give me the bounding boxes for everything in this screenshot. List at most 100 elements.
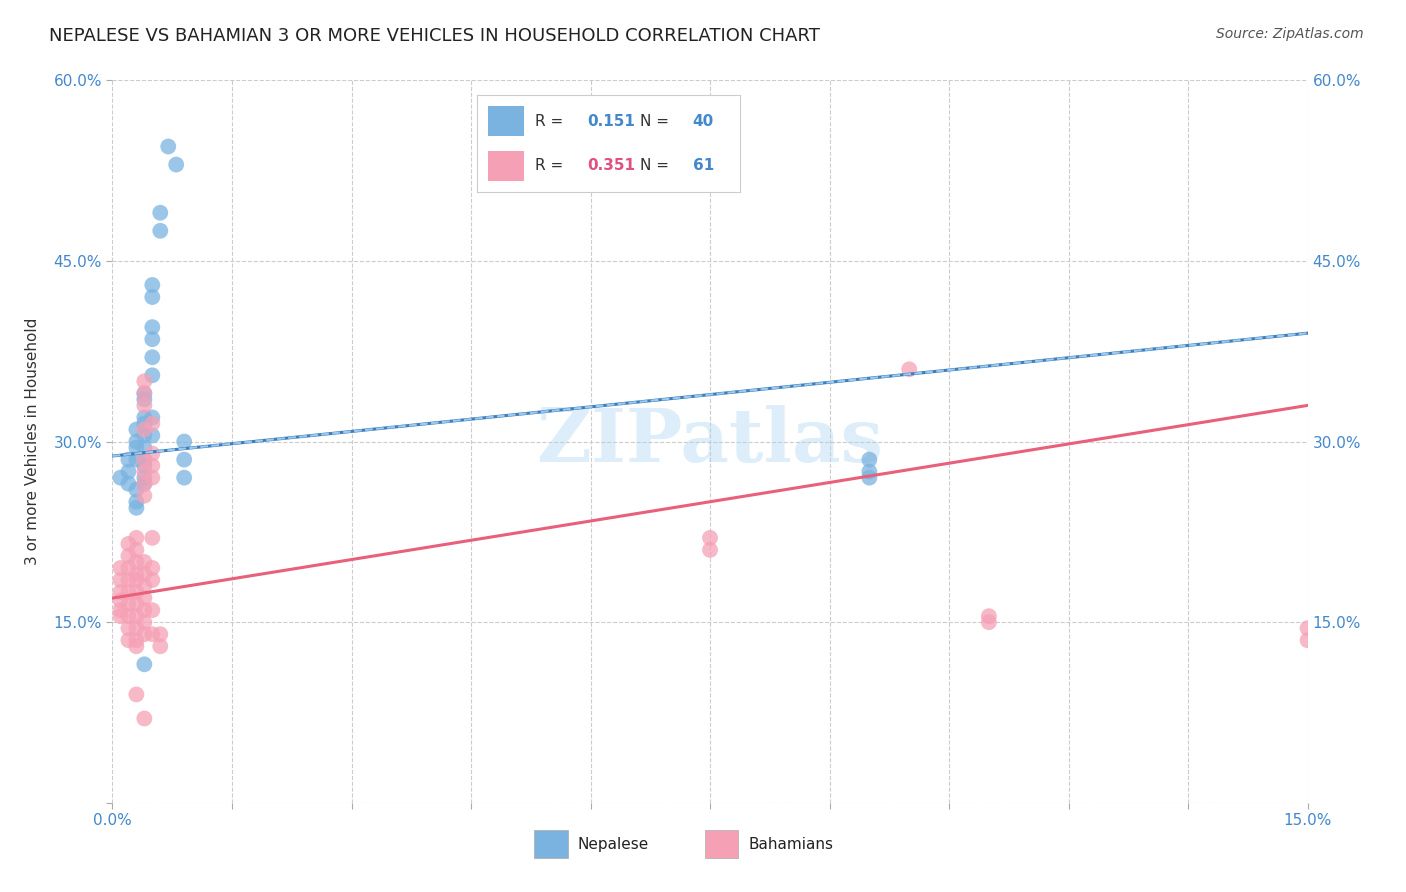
Point	[977, 615, 1000, 630]
Point	[134, 465, 156, 479]
Point	[125, 434, 148, 449]
Point	[141, 446, 163, 460]
Point	[134, 627, 156, 641]
Point	[858, 452, 880, 467]
Point	[117, 561, 139, 575]
Point	[125, 585, 148, 599]
Point	[125, 639, 148, 653]
Point	[117, 597, 139, 611]
Point	[125, 494, 148, 508]
Point	[149, 205, 172, 219]
Point	[699, 542, 721, 557]
Point	[125, 573, 148, 587]
Point	[141, 417, 163, 431]
Point	[134, 579, 156, 593]
Point	[134, 476, 156, 491]
Point	[117, 537, 139, 551]
Text: Source: ZipAtlas.com: Source: ZipAtlas.com	[1216, 27, 1364, 41]
Point	[149, 224, 172, 238]
Point	[141, 277, 163, 292]
Point	[173, 470, 195, 484]
Point	[141, 332, 163, 346]
Point	[141, 458, 163, 473]
Point	[125, 452, 148, 467]
Point	[134, 476, 156, 491]
Point	[117, 573, 139, 587]
Point	[858, 465, 880, 479]
Point	[149, 639, 172, 653]
Point	[134, 410, 156, 425]
Point	[117, 585, 139, 599]
Point	[125, 609, 148, 624]
Point	[110, 603, 132, 617]
Point	[149, 627, 172, 641]
Point	[125, 633, 148, 648]
Point	[134, 386, 156, 401]
Point	[125, 567, 148, 582]
Point	[110, 593, 132, 607]
Point	[165, 157, 187, 171]
Point	[134, 428, 156, 442]
Point	[134, 555, 156, 569]
Point	[125, 555, 148, 569]
Point	[858, 470, 880, 484]
Point	[134, 567, 156, 582]
Point	[134, 591, 156, 605]
Point	[134, 470, 156, 484]
Point	[134, 386, 156, 401]
Point	[699, 531, 721, 545]
Point	[134, 392, 156, 407]
Point	[125, 500, 148, 515]
Point	[141, 573, 163, 587]
Point	[173, 452, 195, 467]
Point	[157, 139, 180, 153]
Point	[125, 441, 148, 455]
Point	[125, 422, 148, 436]
Point	[141, 368, 163, 383]
Point	[125, 687, 148, 701]
Point	[117, 633, 139, 648]
Point	[134, 398, 156, 412]
Point	[141, 531, 163, 545]
Point	[125, 531, 148, 545]
Point	[141, 290, 163, 304]
Point	[134, 489, 156, 503]
Point	[134, 452, 156, 467]
Point	[134, 417, 156, 431]
Point	[110, 561, 132, 575]
Point	[134, 452, 156, 467]
Point	[1296, 633, 1319, 648]
Point	[134, 374, 156, 388]
Point	[141, 603, 163, 617]
Point	[141, 350, 163, 364]
Point	[134, 441, 156, 455]
Point	[134, 422, 156, 436]
Point	[125, 597, 148, 611]
Point	[125, 542, 148, 557]
Text: NEPALESE VS BAHAMIAN 3 OR MORE VEHICLES IN HOUSEHOLD CORRELATION CHART: NEPALESE VS BAHAMIAN 3 OR MORE VEHICLES …	[49, 27, 820, 45]
Point	[117, 549, 139, 563]
Point	[134, 458, 156, 473]
Point	[141, 470, 163, 484]
Point	[117, 476, 139, 491]
Point	[134, 712, 156, 726]
Point	[125, 621, 148, 635]
Point	[173, 434, 195, 449]
Point	[117, 465, 139, 479]
Point	[141, 428, 163, 442]
Point	[134, 603, 156, 617]
Point	[117, 452, 139, 467]
Point	[141, 627, 163, 641]
Point	[110, 573, 132, 587]
Point	[898, 362, 921, 376]
Point	[110, 585, 132, 599]
Point	[110, 470, 132, 484]
Point	[977, 609, 1000, 624]
Point	[117, 621, 139, 635]
Point	[1296, 621, 1319, 635]
Point	[141, 410, 163, 425]
Point	[110, 609, 132, 624]
Point	[134, 615, 156, 630]
Y-axis label: 3 or more Vehicles in Household: 3 or more Vehicles in Household	[25, 318, 39, 566]
Point	[117, 609, 139, 624]
